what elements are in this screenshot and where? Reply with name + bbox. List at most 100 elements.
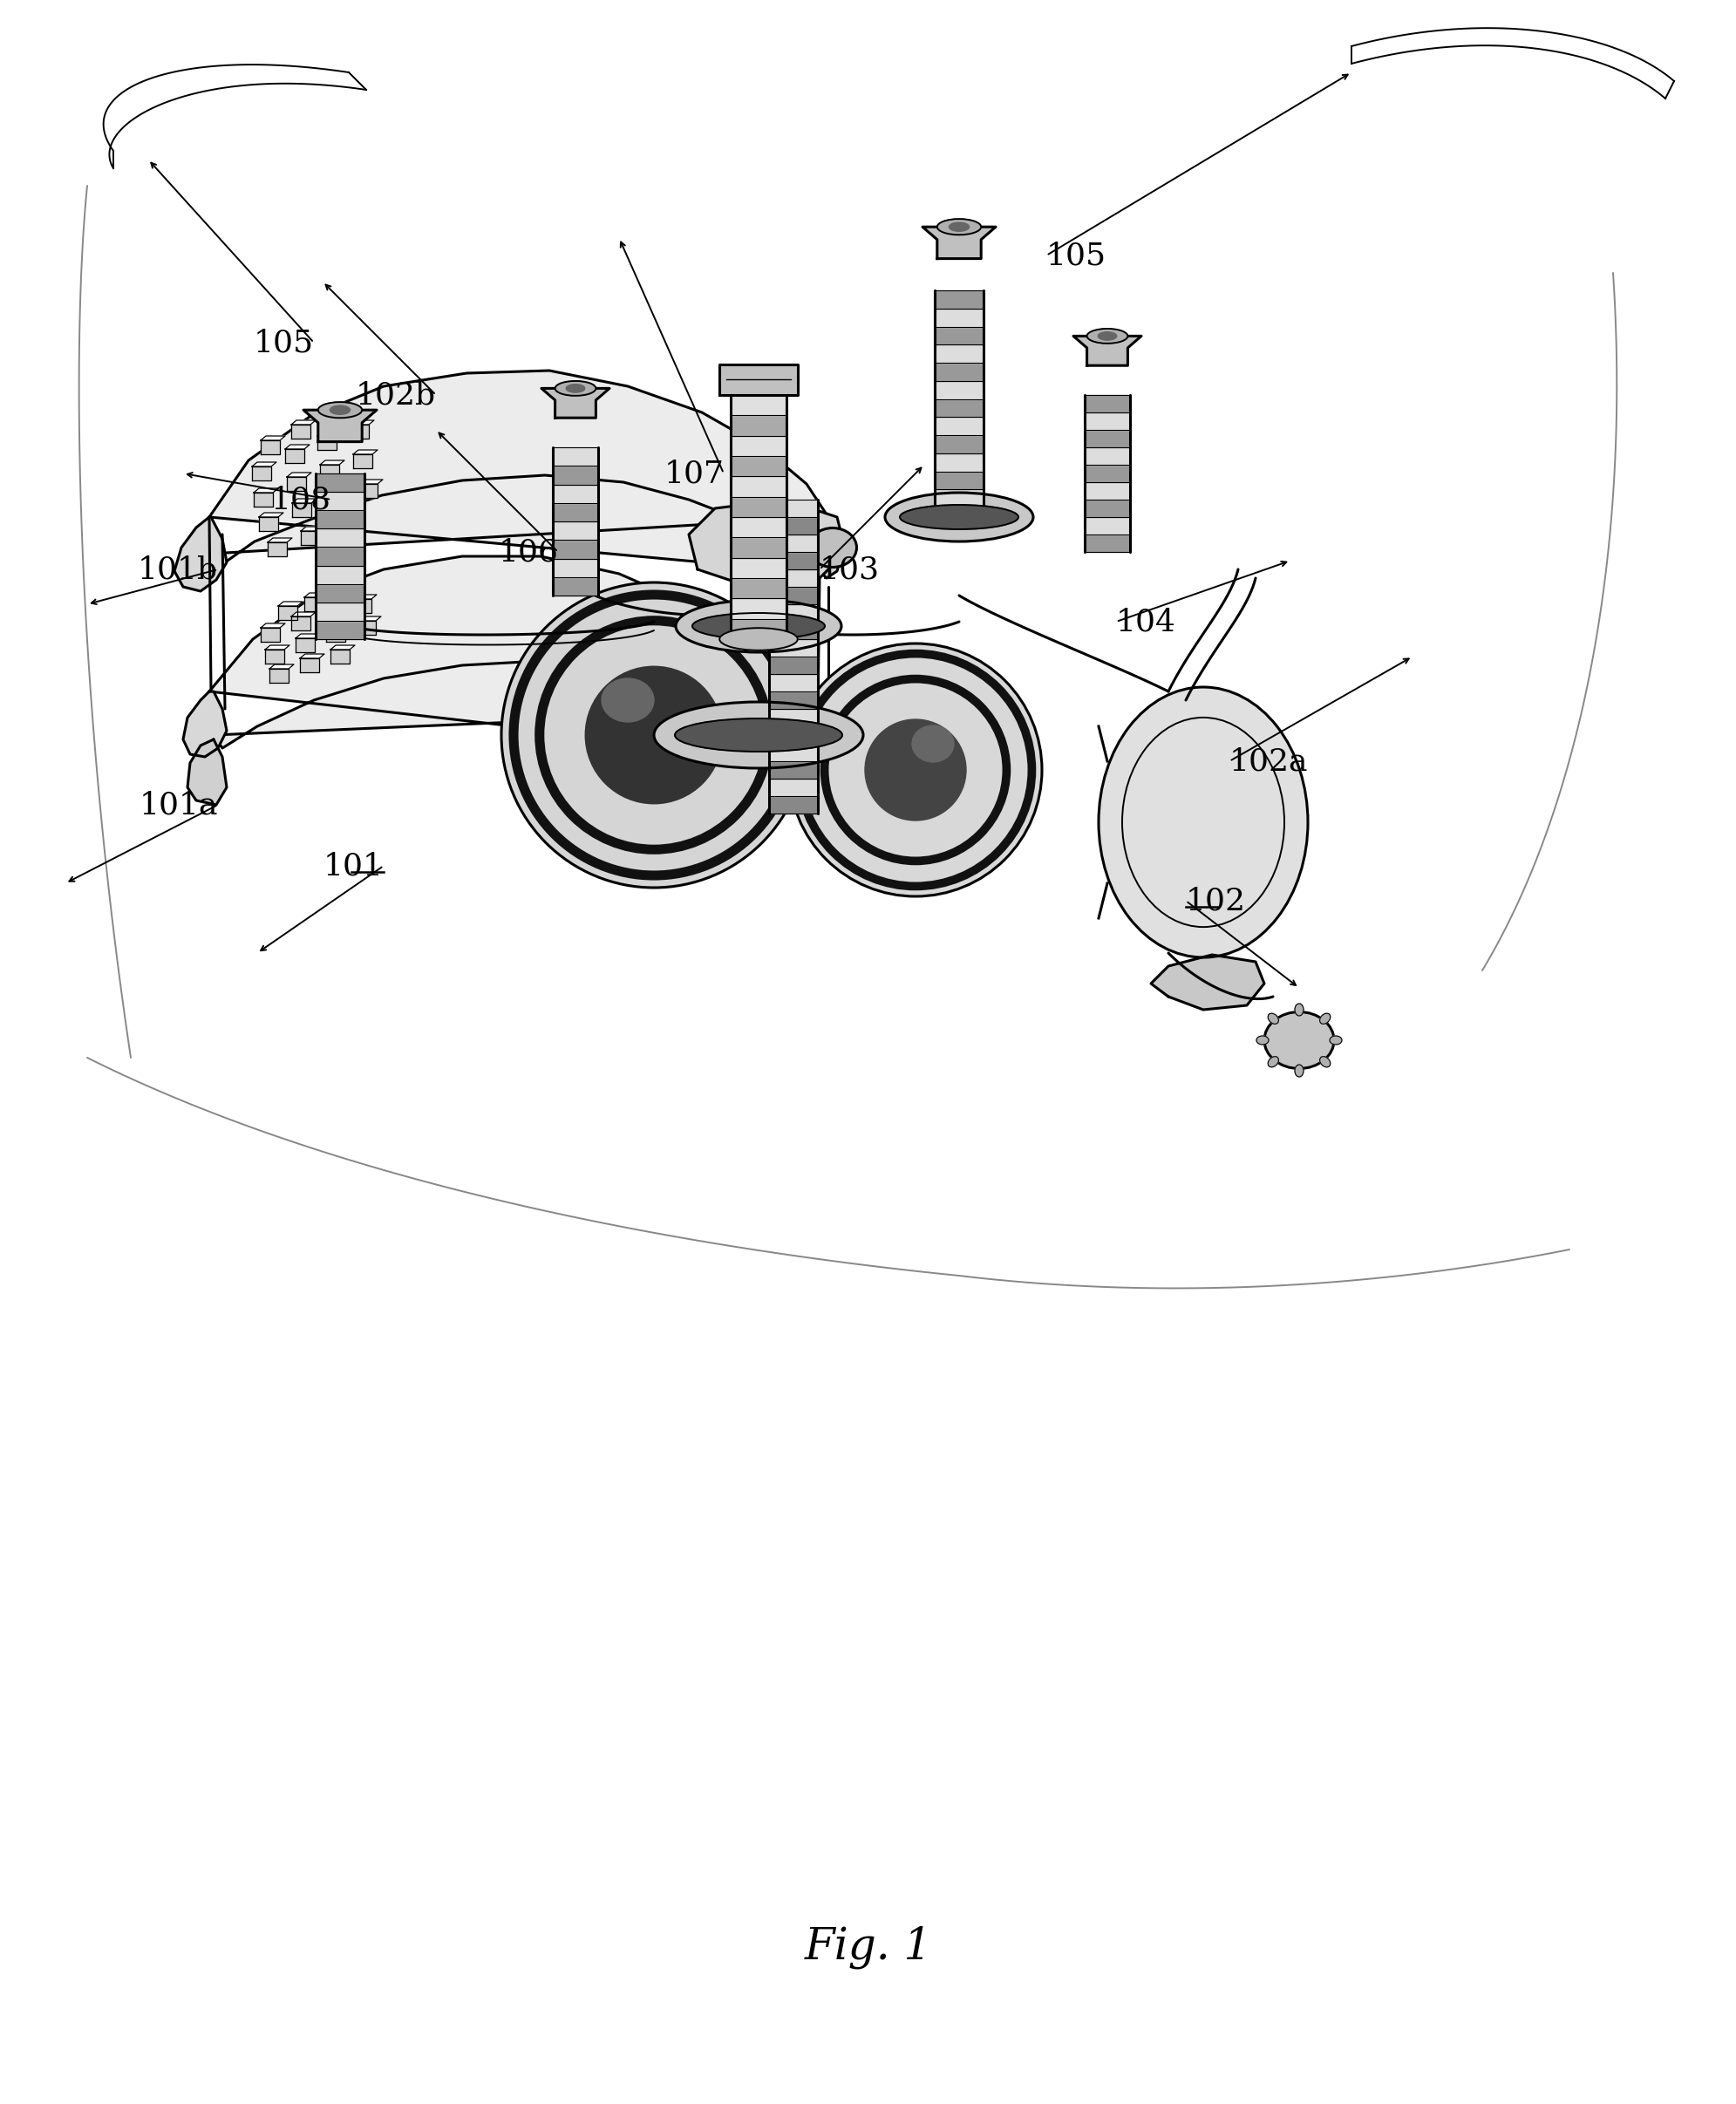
Polygon shape <box>731 497 786 518</box>
Polygon shape <box>269 669 288 682</box>
Polygon shape <box>356 621 375 635</box>
Polygon shape <box>259 513 283 518</box>
Polygon shape <box>934 362 984 381</box>
Ellipse shape <box>1097 332 1116 341</box>
Text: 101b: 101b <box>137 555 219 585</box>
Polygon shape <box>769 534 818 551</box>
Polygon shape <box>542 389 609 419</box>
Ellipse shape <box>330 406 351 414</box>
Polygon shape <box>182 692 227 757</box>
Text: 104: 104 <box>1116 606 1177 638</box>
Polygon shape <box>1085 482 1130 499</box>
Polygon shape <box>769 621 818 640</box>
Polygon shape <box>323 412 342 427</box>
Polygon shape <box>934 436 984 452</box>
Polygon shape <box>323 408 347 412</box>
Polygon shape <box>252 467 271 480</box>
Polygon shape <box>300 654 325 659</box>
Polygon shape <box>286 473 311 478</box>
Polygon shape <box>934 452 984 471</box>
Polygon shape <box>552 558 599 576</box>
Polygon shape <box>934 417 984 436</box>
Polygon shape <box>769 587 818 604</box>
Polygon shape <box>731 396 786 414</box>
Polygon shape <box>319 461 344 465</box>
Polygon shape <box>174 518 227 591</box>
Polygon shape <box>321 606 340 621</box>
Polygon shape <box>731 537 786 558</box>
Polygon shape <box>300 659 319 673</box>
Polygon shape <box>552 576 599 595</box>
Text: Fig. 1: Fig. 1 <box>804 1925 932 1969</box>
Polygon shape <box>267 539 292 543</box>
Polygon shape <box>316 473 365 492</box>
Polygon shape <box>286 478 306 490</box>
Polygon shape <box>1073 337 1141 366</box>
Polygon shape <box>769 745 818 762</box>
Text: 103: 103 <box>819 555 880 585</box>
Polygon shape <box>260 440 279 454</box>
Polygon shape <box>934 507 984 526</box>
Ellipse shape <box>1264 1012 1333 1069</box>
Polygon shape <box>316 585 365 602</box>
Polygon shape <box>292 612 316 616</box>
Polygon shape <box>316 602 365 621</box>
Polygon shape <box>349 421 373 425</box>
Polygon shape <box>326 623 351 627</box>
Polygon shape <box>769 692 818 709</box>
Polygon shape <box>292 616 311 631</box>
Polygon shape <box>1085 429 1130 448</box>
Polygon shape <box>769 762 818 778</box>
Polygon shape <box>719 364 797 396</box>
Polygon shape <box>316 547 365 566</box>
Ellipse shape <box>566 385 585 393</box>
Polygon shape <box>352 450 377 454</box>
Polygon shape <box>1085 396 1130 412</box>
Polygon shape <box>300 526 325 530</box>
Ellipse shape <box>318 402 363 419</box>
Ellipse shape <box>1295 1004 1304 1016</box>
Polygon shape <box>769 604 818 621</box>
Polygon shape <box>769 709 818 726</box>
Polygon shape <box>278 606 297 621</box>
Text: 108: 108 <box>271 484 332 515</box>
Polygon shape <box>321 602 345 606</box>
Ellipse shape <box>937 219 981 236</box>
Polygon shape <box>811 518 844 579</box>
Polygon shape <box>731 436 786 457</box>
Polygon shape <box>325 492 344 507</box>
Polygon shape <box>769 518 818 534</box>
Polygon shape <box>330 646 354 650</box>
Polygon shape <box>769 795 818 814</box>
Polygon shape <box>292 499 316 503</box>
Text: 105: 105 <box>253 328 314 358</box>
Polygon shape <box>333 515 358 520</box>
Ellipse shape <box>865 720 967 821</box>
Ellipse shape <box>1257 1035 1269 1044</box>
Polygon shape <box>552 465 599 484</box>
Ellipse shape <box>585 667 722 804</box>
Polygon shape <box>316 621 365 640</box>
Ellipse shape <box>693 612 825 640</box>
Polygon shape <box>934 290 984 309</box>
Ellipse shape <box>502 583 807 888</box>
Polygon shape <box>260 436 285 440</box>
Polygon shape <box>731 579 786 598</box>
Ellipse shape <box>719 627 797 650</box>
Polygon shape <box>731 457 786 476</box>
Polygon shape <box>292 421 316 425</box>
Polygon shape <box>934 326 984 345</box>
Polygon shape <box>769 570 818 587</box>
Polygon shape <box>689 499 845 587</box>
Polygon shape <box>1085 448 1130 465</box>
Polygon shape <box>330 650 349 663</box>
Polygon shape <box>316 566 365 585</box>
Polygon shape <box>552 522 599 541</box>
Ellipse shape <box>1099 688 1307 957</box>
Polygon shape <box>934 309 984 326</box>
Polygon shape <box>1085 518 1130 534</box>
Polygon shape <box>358 484 377 499</box>
Polygon shape <box>1085 465 1130 482</box>
Polygon shape <box>300 530 319 545</box>
Polygon shape <box>304 598 323 612</box>
